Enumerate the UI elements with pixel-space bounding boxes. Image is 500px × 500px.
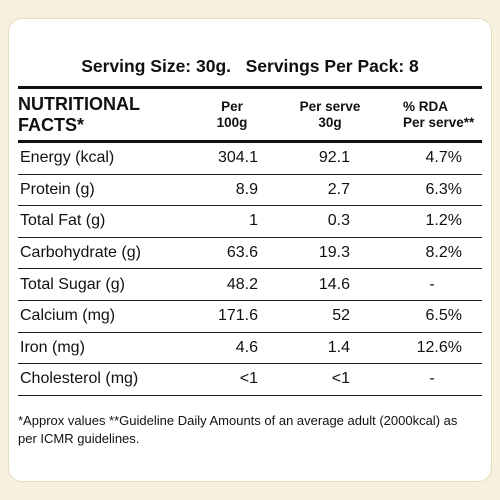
table-row: Protein (g) 8.9 2.7 6.3% bbox=[18, 174, 482, 207]
nutrient-value: 1 bbox=[190, 205, 274, 238]
nutrient-value: 8.2% bbox=[372, 237, 482, 270]
table-row: Cholesterol (mg) <1 <1- bbox=[18, 363, 482, 396]
nutrient-value: 8.9 bbox=[190, 174, 274, 207]
nutrient-name: Protein (g) bbox=[18, 174, 190, 207]
table-row: Iron (mg) 4.6 1.4 12.6% bbox=[18, 332, 482, 365]
nutrient-value: 4.7% bbox=[372, 141, 482, 175]
column-header: Per serve 30g bbox=[274, 86, 372, 143]
nutrient-name: Energy (kcal) bbox=[18, 141, 190, 175]
nutrient-value: 14.6 bbox=[274, 268, 372, 301]
footnote: *Approx values **Guideline Daily Amounts… bbox=[18, 413, 458, 446]
header-row: NUTRITIONAL FACTS* Per 100g Per serve 30g%… bbox=[18, 86, 482, 143]
nutrient-name: Calcium (mg) bbox=[18, 300, 190, 333]
table-row: Total Sugar (g) 48.2 14.6- bbox=[18, 268, 482, 301]
nutrient-name: Total Sugar (g) bbox=[18, 268, 190, 301]
table-row: Total Fat (g) 1 0.3 1.2% bbox=[18, 205, 482, 238]
nutrient-value: 304.1 bbox=[190, 141, 274, 175]
table-row: Carbohydrate (g) 63.6 19.3 8.2% bbox=[18, 237, 482, 270]
nutrient-value: <1 bbox=[190, 363, 274, 396]
nutrient-value: 6.5% bbox=[372, 300, 482, 333]
nutrient-name: Cholesterol (mg) bbox=[18, 363, 190, 396]
nutrient-value: 92.1 bbox=[274, 141, 372, 175]
table-row: Calcium (mg) 171.6 52 6.5% bbox=[18, 300, 482, 333]
nutrient-value: - bbox=[372, 363, 482, 396]
nutrient-value: <1 bbox=[274, 363, 372, 396]
column-header: % RDA Per serve** bbox=[372, 86, 482, 143]
nutrient-value: - bbox=[372, 268, 482, 301]
nutrient-name: Total Fat (g) bbox=[18, 205, 190, 238]
nutrient-value: 2.7 bbox=[274, 174, 372, 207]
column-header: NUTRITIONAL FACTS* bbox=[18, 86, 190, 143]
nutrient-name: Carbohydrate (g) bbox=[18, 237, 190, 270]
nutrient-value: 19.3 bbox=[274, 237, 372, 270]
nutrient-value: 12.6% bbox=[372, 332, 482, 365]
nutrient-value: 6.3% bbox=[372, 174, 482, 207]
nutrition-table: NUTRITIONAL FACTS* Per 100g Per serve 30g%… bbox=[18, 86, 482, 396]
nutrient-value: 171.6 bbox=[190, 300, 274, 333]
nutrient-value: 52 bbox=[274, 300, 372, 333]
nutrient-value: 4.6 bbox=[190, 332, 274, 365]
serving-line: Serving Size: 30g. Servings Per Pack: 8 bbox=[0, 56, 500, 77]
column-header: Per 100g bbox=[190, 86, 274, 143]
nutrient-value: 1.2% bbox=[372, 205, 482, 238]
servings-per-pack: Servings Per Pack: 8 bbox=[245, 56, 419, 76]
table-body: Energy (kcal) 304.1 92.1 4.7% Protein (g) 8.9… bbox=[18, 141, 482, 396]
nutrient-value: 1.4 bbox=[274, 332, 372, 365]
nutrient-value: 0.3 bbox=[274, 205, 372, 238]
nutrient-name: Iron (mg) bbox=[18, 332, 190, 365]
table-row: Energy (kcal) 304.1 92.1 4.7% bbox=[18, 141, 482, 175]
nutrient-value: 63.6 bbox=[190, 237, 274, 270]
serving-size: Serving Size: 30g. bbox=[81, 56, 232, 76]
nutrient-value: 48.2 bbox=[190, 268, 274, 301]
